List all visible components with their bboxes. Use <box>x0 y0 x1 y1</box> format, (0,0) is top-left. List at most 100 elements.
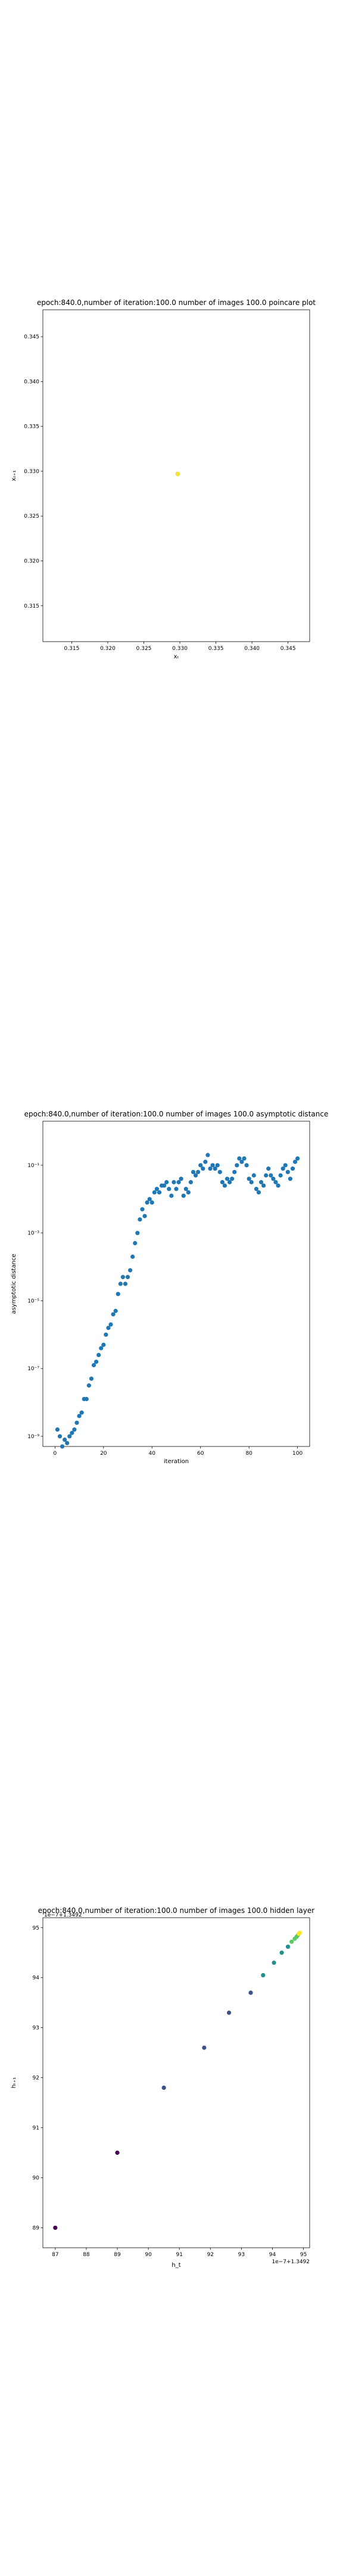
x-axis-label: h_t <box>172 2262 180 2269</box>
y-tick-label: 10⁻⁹ <box>27 1434 39 1440</box>
data-point <box>256 1190 261 1195</box>
data-point <box>215 1163 220 1168</box>
asymptotic-distance-chart: epoch:840.0,number of iteration:100.0 nu… <box>11 1110 328 1465</box>
data-point <box>198 1163 203 1168</box>
data-point <box>217 1169 222 1174</box>
x-tick-label: 89 <box>114 2252 121 2258</box>
data-point <box>239 1159 244 1164</box>
data-point <box>67 1434 72 1439</box>
data-point <box>280 1166 285 1171</box>
x-tick-label: 80 <box>245 1451 252 1457</box>
x-tick-label: 87 <box>52 2252 58 2258</box>
y-tick-label: 93 <box>33 2026 39 2031</box>
y-tick-label: 89 <box>33 2225 40 2231</box>
data-point <box>205 1153 210 1158</box>
x-axis-label: iteration <box>164 1458 189 1465</box>
y-axis-label: asymptotic distance <box>11 1253 17 1314</box>
data-point <box>77 1414 82 1418</box>
data-point <box>254 1187 258 1191</box>
data-point <box>258 1180 264 1184</box>
y-tick-label: 95 <box>33 1925 39 1931</box>
data-point <box>84 1396 89 1401</box>
data-point <box>123 1281 128 1286</box>
data-point <box>247 1177 251 1181</box>
data-point <box>169 1193 174 1198</box>
data-point <box>63 1438 67 1442</box>
data-point <box>248 1990 253 1995</box>
y-tick-label: 0.335 <box>24 424 39 430</box>
chart-title: epoch:840.0,number of iteration:100.0 nu… <box>38 1906 314 1915</box>
data-point <box>186 1190 191 1195</box>
data-point <box>53 2225 58 2230</box>
data-point <box>176 1180 181 1184</box>
data-point <box>235 1163 239 1168</box>
data-point <box>94 1359 99 1364</box>
x-tick-label: 94 <box>269 2252 276 2258</box>
data-point <box>130 1254 135 1259</box>
data-point <box>292 1159 298 1164</box>
data-point <box>227 1180 232 1184</box>
x-tick-label: 88 <box>83 2252 90 2258</box>
data-point <box>278 1173 283 1178</box>
plot-frame <box>42 1917 310 2248</box>
data-point <box>57 1434 63 1439</box>
data-point <box>157 1190 162 1195</box>
data-point <box>193 1173 198 1178</box>
data-point <box>101 1342 106 1347</box>
x-tick-label: 90 <box>145 2252 152 2258</box>
x-tick-label: 91 <box>176 2252 182 2258</box>
data-point <box>111 1312 116 1317</box>
data-point <box>297 1930 302 1935</box>
data-point <box>115 2150 120 2155</box>
y-tick-label: 10⁻¹ <box>27 1163 39 1169</box>
data-point <box>279 1950 284 1955</box>
data-point <box>138 1217 142 1222</box>
y-offset-label: 1e−7+1.3492 <box>44 1912 82 1918</box>
data-point <box>232 1169 237 1174</box>
y-tick-label: 94 <box>33 1975 40 1981</box>
y-tick-label: 92 <box>33 2076 39 2082</box>
data-point <box>118 1281 123 1286</box>
data-point <box>283 1163 288 1168</box>
data-point <box>181 1193 186 1198</box>
data-point <box>288 1177 293 1181</box>
data-point <box>70 1430 74 1435</box>
y-tick-label: 10⁻⁵ <box>27 1298 39 1304</box>
data-point <box>154 1187 160 1191</box>
data-point <box>164 1180 169 1184</box>
data-point <box>89 1376 94 1381</box>
data-point <box>230 1177 235 1181</box>
y-tick-label: 0.345 <box>24 334 39 340</box>
data-point <box>140 1207 145 1212</box>
y-tick-label: 0.325 <box>24 514 39 519</box>
plot-frame <box>42 309 310 642</box>
data-point <box>196 1169 201 1174</box>
data-point <box>261 1183 266 1188</box>
x-tick-label: 95 <box>300 2252 307 2258</box>
data-point <box>106 1326 111 1330</box>
data-point <box>208 1166 213 1171</box>
x-tick-label: 100 <box>292 1451 303 1457</box>
data-point <box>191 1169 196 1174</box>
data-point <box>224 1177 230 1181</box>
data-point <box>74 1420 79 1425</box>
data-point <box>108 1322 113 1327</box>
data-point <box>113 1308 118 1314</box>
data-point <box>269 1173 273 1178</box>
data-point <box>167 1187 172 1191</box>
data-point <box>251 1173 256 1178</box>
y-tick-label: 10⁻⁷ <box>27 1366 39 1372</box>
data-point <box>226 2010 232 2015</box>
data-point <box>161 2085 166 2090</box>
x-tick-label: 0.320 <box>100 646 116 652</box>
data-point <box>96 1352 101 1358</box>
data-point <box>261 1973 266 1978</box>
data-point <box>201 1166 205 1171</box>
y-tick-label: 91 <box>33 2126 39 2132</box>
data-point <box>152 1190 157 1195</box>
data-point <box>120 1275 125 1280</box>
data-point <box>237 1156 242 1161</box>
y-tick-label: 0.330 <box>24 469 39 475</box>
y-axis-label: xₜ₊₁ <box>11 470 17 481</box>
